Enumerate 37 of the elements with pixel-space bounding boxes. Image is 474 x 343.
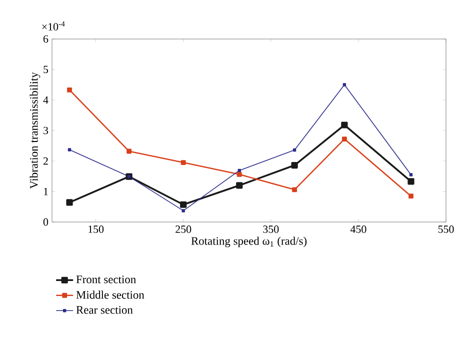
x-axis-title: Rotating speed ω$_{1}$ (rad/s) (191, 236, 307, 248)
point (182, 209, 185, 212)
point (180, 201, 187, 208)
x-tick-label: 550 (438, 226, 454, 233)
point (292, 187, 297, 192)
point (238, 168, 241, 172)
point (291, 162, 298, 169)
point (67, 87, 72, 92)
y-tick-label: 3 (44, 126, 48, 134)
text: ×10$^{-4}$ (42, 21, 65, 30)
point (66, 199, 73, 206)
x-tick-label: 150 (88, 226, 104, 233)
y-tick-label: 6 (43, 35, 48, 43)
point (292, 148, 296, 152)
point (126, 148, 132, 154)
point (236, 172, 242, 177)
x-tick-label: 250 (176, 226, 192, 233)
y-tick-label: 4 (43, 96, 48, 104)
y-tick-label: 2 (43, 157, 48, 165)
legend-label: Front section (76, 276, 136, 284)
point (341, 122, 348, 128)
point (342, 136, 347, 142)
point (409, 173, 413, 176)
legend-label: Middle section (76, 290, 144, 299)
y-tick-label: 0 (43, 218, 48, 226)
y-tick-label: 5 (44, 66, 48, 74)
x-tick-label: 450 (350, 226, 366, 233)
point (342, 83, 346, 86)
legend-label: Rear section (76, 306, 133, 314)
point (180, 160, 186, 165)
y-tick-label: 1 (44, 188, 48, 196)
x-tick-label: 350 (263, 226, 279, 233)
point (408, 178, 414, 185)
point (408, 194, 414, 199)
point (68, 148, 72, 152)
point (236, 182, 243, 189)
y-axis-title: Vibration transmissibility (30, 72, 40, 189)
